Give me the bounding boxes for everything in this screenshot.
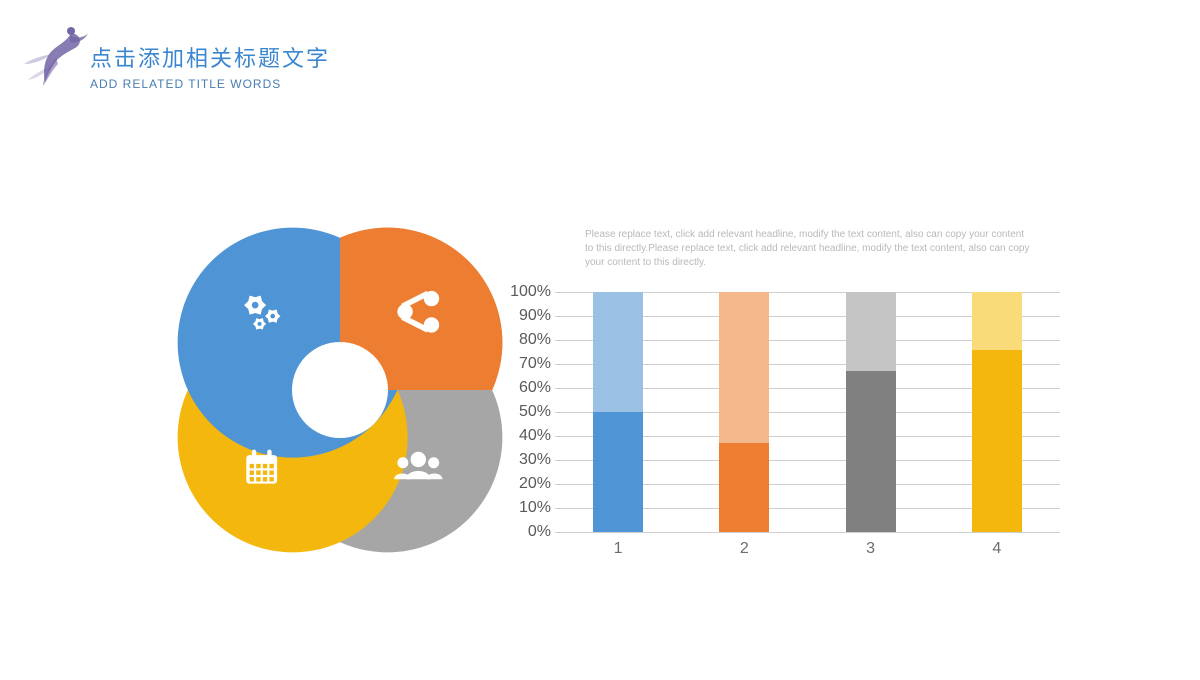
grid-line <box>555 532 1060 533</box>
y-tick-label: 90% <box>519 307 551 325</box>
bar-1 <box>593 292 643 532</box>
y-tick-label: 100% <box>510 283 551 301</box>
dancer-icon <box>24 27 88 86</box>
y-axis: 0%10%20%30%40%50%60%70%80%90%100% <box>500 292 555 532</box>
bar-3 <box>846 292 896 532</box>
bar-segment <box>719 292 769 443</box>
y-tick-label: 0% <box>528 523 551 541</box>
bar-4 <box>972 292 1022 532</box>
title-block: 点击添加相关标题文字 ADD RELATED TITLE WORDS <box>90 41 330 91</box>
swirl-diagram <box>155 205 525 575</box>
bar-segment <box>846 292 896 371</box>
bar-segment <box>593 412 643 532</box>
swirl-center <box>292 342 388 438</box>
dancer-logo <box>22 24 92 94</box>
y-tick-label: 50% <box>519 403 551 421</box>
y-tick-label: 30% <box>519 451 551 469</box>
x-tick-label: 4 <box>992 540 1001 558</box>
description-text: Please replace text, click add relevant … <box>585 228 1035 270</box>
plot-area <box>555 292 1060 532</box>
x-tick-label: 3 <box>866 540 875 558</box>
bar-segment <box>846 371 896 532</box>
title-chinese: 点击添加相关标题文字 <box>90 41 330 73</box>
y-tick-label: 10% <box>519 499 551 517</box>
bar-segment <box>719 443 769 532</box>
header: 点击添加相关标题文字 ADD RELATED TITLE WORDS <box>22 24 330 94</box>
bar-segment <box>972 292 1022 350</box>
x-tick-label: 2 <box>740 540 749 558</box>
x-tick-label: 1 <box>614 540 623 558</box>
bar-chart: 0%10%20%30%40%50%60%70%80%90%100% 1234 <box>500 292 1060 572</box>
title-english: ADD RELATED TITLE WORDS <box>90 77 330 91</box>
y-tick-label: 80% <box>519 331 551 349</box>
y-tick-label: 20% <box>519 475 551 493</box>
y-tick-label: 60% <box>519 379 551 397</box>
bar-segment <box>972 350 1022 532</box>
y-tick-label: 40% <box>519 427 551 445</box>
bar-segment <box>593 292 643 412</box>
bar-2 <box>719 292 769 532</box>
y-tick-label: 70% <box>519 355 551 373</box>
